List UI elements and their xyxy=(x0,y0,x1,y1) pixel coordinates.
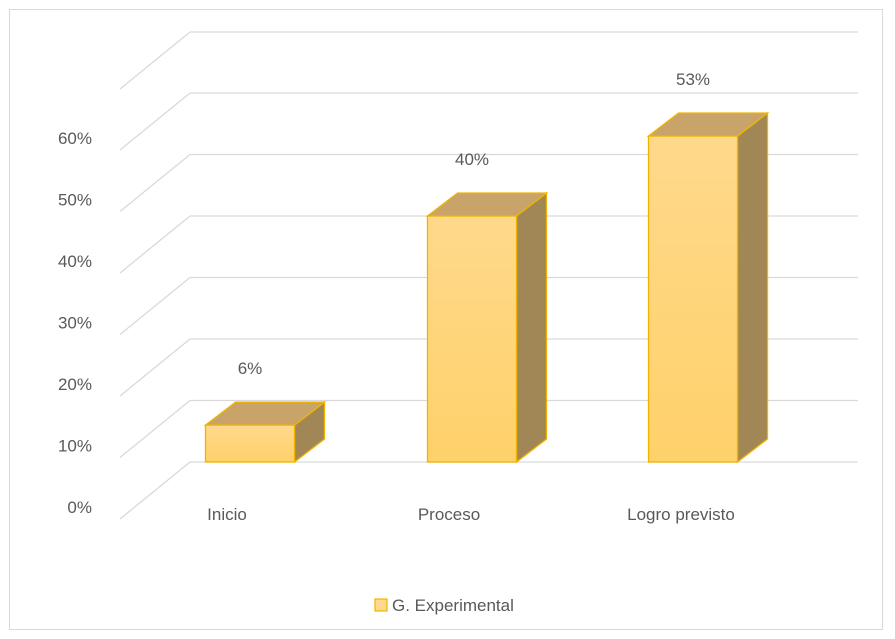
y-tick-label: 60% xyxy=(58,129,92,148)
x-axis-categories: Inicio Proceso Logro previsto xyxy=(207,505,735,524)
bars: 6% 40% 53% xyxy=(203,70,770,464)
y-axis-ticks: 0% 10% 20% 30% 40% 50% 60% xyxy=(58,129,92,517)
bar-inicio xyxy=(203,400,327,464)
bar-proceso xyxy=(425,191,549,464)
y-tick-label: 0% xyxy=(67,498,92,517)
bar-front xyxy=(426,215,518,463)
data-label: 40% xyxy=(455,150,489,169)
legend-swatch xyxy=(374,598,388,612)
gridline-diagonal xyxy=(119,399,191,459)
bar-front xyxy=(647,135,739,463)
y-tick-label: 30% xyxy=(58,314,92,333)
legend-label: G. Experimental xyxy=(392,596,514,615)
gridline-diagonal xyxy=(119,153,191,213)
gridline-diagonal xyxy=(119,31,191,90)
y-tick-label: 10% xyxy=(58,437,92,456)
x-category-label: Logro previsto xyxy=(627,505,735,524)
data-label: 53% xyxy=(676,70,710,89)
gridline-diagonal xyxy=(119,92,191,151)
gridline-diagonal xyxy=(119,338,191,397)
bar-side xyxy=(515,191,548,464)
y-tick-label: 50% xyxy=(58,191,92,210)
bar-logro-previsto xyxy=(646,111,770,464)
x-category-label: Inicio xyxy=(207,505,247,524)
bar-front xyxy=(204,424,296,463)
y-tick-label: 40% xyxy=(58,252,92,271)
gridline-diagonal xyxy=(119,215,191,274)
y-tick-label: 20% xyxy=(58,375,92,394)
gridline-diagonal xyxy=(119,461,191,520)
legend: G. Experimental xyxy=(374,596,514,615)
x-category-label: Proceso xyxy=(418,505,480,524)
data-label: 6% xyxy=(238,359,263,378)
bar-side xyxy=(736,111,769,464)
gridline-diagonal xyxy=(119,276,191,336)
